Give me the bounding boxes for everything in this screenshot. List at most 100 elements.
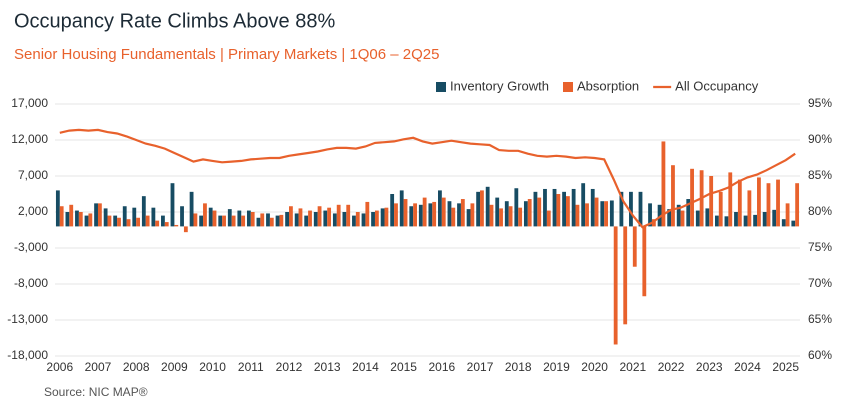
- bar: [266, 213, 270, 227]
- bar: [527, 199, 532, 227]
- bar: [327, 207, 332, 227]
- bar: [709, 176, 714, 227]
- x-tick-label: 2012: [276, 360, 303, 374]
- bar: [480, 190, 484, 227]
- x-tick-label: 2013: [314, 360, 341, 374]
- y-tick-label: 2,000: [18, 204, 48, 218]
- bar: [308, 210, 312, 227]
- bar: [199, 215, 204, 227]
- bar: [714, 215, 719, 227]
- bar: [323, 210, 328, 227]
- bar: [432, 201, 437, 227]
- y2-tick-label: 85%: [808, 168, 832, 182]
- y-tick-label: -3,000: [14, 240, 48, 254]
- bar: [155, 220, 160, 227]
- x-tick-label: 2016: [428, 360, 455, 374]
- bar: [695, 210, 700, 227]
- bar: [546, 210, 551, 227]
- bar: [361, 213, 366, 227]
- bar: [84, 215, 89, 227]
- bar: [371, 212, 375, 227]
- bar: [447, 201, 452, 227]
- bar: [457, 203, 461, 227]
- bar: [332, 213, 337, 227]
- bar: [438, 190, 442, 227]
- bar: [250, 212, 255, 227]
- bar: [304, 215, 309, 227]
- bar: [246, 210, 251, 227]
- y2-tick-label: 90%: [808, 132, 832, 146]
- bar: [451, 207, 456, 227]
- bar: [667, 209, 672, 227]
- bar: [317, 206, 322, 227]
- bar: [724, 216, 729, 227]
- bar: [533, 191, 538, 227]
- bar: [145, 215, 150, 227]
- bar: [671, 165, 675, 227]
- bar: [648, 203, 652, 227]
- bar: [776, 179, 780, 227]
- bar: [632, 226, 637, 267]
- bar: [441, 197, 446, 227]
- bar: [193, 213, 198, 227]
- bar: [352, 215, 356, 227]
- bar: [380, 208, 385, 227]
- bar: [518, 207, 523, 227]
- bar: [136, 217, 141, 227]
- bar: [279, 214, 284, 227]
- legend-label: Absorption: [577, 78, 639, 93]
- bar: [275, 215, 280, 227]
- bar: [117, 217, 121, 227]
- bar: [757, 177, 761, 227]
- bar: [661, 141, 666, 227]
- bar: [65, 212, 70, 227]
- legend-label: Inventory Growth: [450, 78, 549, 93]
- bar: [638, 191, 643, 227]
- bar: [753, 214, 758, 227]
- x-tick-label: 2017: [467, 360, 494, 374]
- bar: [476, 191, 481, 227]
- y-tick-label: 12,000: [11, 132, 48, 146]
- bar: [394, 203, 398, 227]
- bar: [762, 212, 767, 227]
- bar: [508, 206, 513, 227]
- bar: [590, 188, 595, 227]
- x-tick-label: 2020: [581, 360, 608, 374]
- y-tick-label: 7,000: [18, 168, 48, 182]
- bar: [619, 191, 624, 227]
- bar: [97, 203, 102, 227]
- bar: [734, 212, 738, 227]
- bar: [466, 209, 471, 227]
- y-tick-label: -18,000: [7, 348, 48, 362]
- bar: [705, 208, 710, 227]
- bar: [422, 197, 427, 227]
- y2-tick-label: 95%: [808, 96, 832, 110]
- chart-subtitle: Senior Housing Fundamentals | Primary Ma…: [14, 46, 440, 63]
- x-tick-label: 2015: [390, 360, 417, 374]
- bar: [208, 207, 213, 227]
- y2-tick-label: 75%: [808, 240, 832, 254]
- x-tick-label: 2024: [734, 360, 761, 374]
- bar: [562, 191, 566, 227]
- x-tick-label: 2019: [543, 360, 570, 374]
- bar: [399, 190, 404, 227]
- bar: [728, 172, 733, 227]
- bar: [686, 199, 691, 227]
- bar: [313, 212, 318, 227]
- x-tick-label: 2008: [123, 360, 150, 374]
- bar: [629, 191, 633, 227]
- y-tick-label: 17,000: [11, 96, 48, 110]
- x-tick-label: 2023: [696, 360, 723, 374]
- bar: [269, 217, 274, 227]
- y2-tick-label: 65%: [808, 312, 832, 326]
- bar: [600, 201, 605, 227]
- x-tick-label: 2021: [620, 360, 647, 374]
- bar: [785, 203, 790, 227]
- bar: [78, 212, 83, 227]
- bar: [428, 203, 433, 227]
- bar: [604, 201, 609, 227]
- bar: [613, 226, 618, 345]
- bar: [390, 194, 395, 227]
- bar: [107, 215, 112, 227]
- bar: [237, 210, 242, 227]
